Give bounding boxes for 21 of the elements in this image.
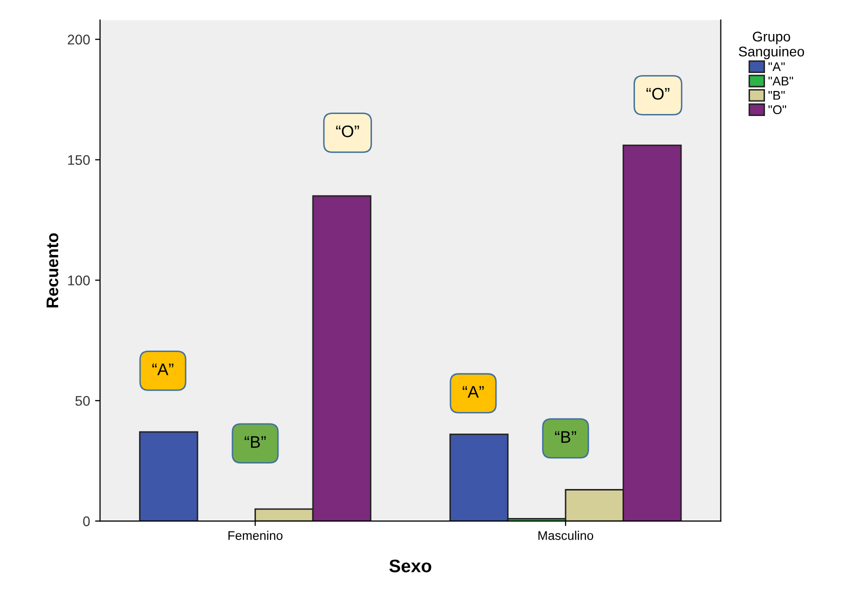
y-tick-label: 200: [68, 34, 90, 44]
annotation: “O”: [646, 88, 670, 100]
legend-label: "B": [768, 91, 785, 100]
legend-label: "A": [768, 62, 785, 71]
y-tick-label: 0: [83, 516, 90, 526]
x-tick-label: Masculino: [538, 530, 594, 540]
annotation: “A”: [462, 386, 484, 398]
legend-label: "O": [768, 105, 786, 114]
annotation: “A”: [152, 364, 174, 376]
x-axis-title: Sexo: [389, 560, 432, 572]
legend-title: Grupo Sanguineo: [738, 32, 804, 60]
bar: [139, 431, 198, 522]
y-axis-title: Recuento: [46, 233, 58, 308]
annotation: “O”: [336, 125, 360, 138]
legend-label: "AB": [768, 76, 794, 86]
x-tick-label: Femenino: [228, 530, 282, 540]
y-tick-label: 150: [68, 155, 90, 165]
y-tick-label: 100: [68, 276, 90, 286]
annotation: “B”: [244, 436, 266, 448]
y-tick-label: 50: [75, 396, 90, 406]
annotation: “B”: [555, 431, 576, 443]
